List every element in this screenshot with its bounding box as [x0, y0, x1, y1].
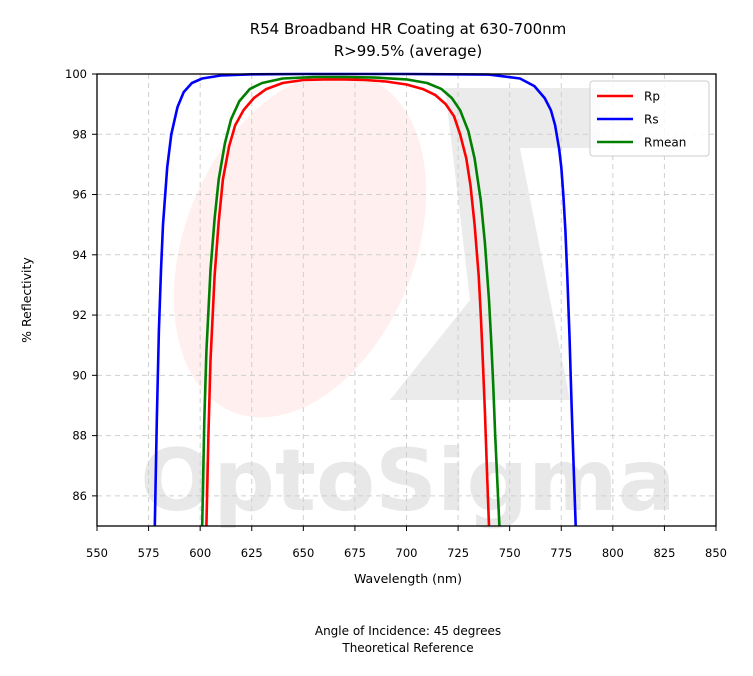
y-tick-label: 90 — [72, 368, 87, 382]
y-tick-label: 94 — [72, 248, 87, 262]
x-tick-label: 550 — [86, 546, 108, 560]
y-tick-label: 88 — [72, 429, 87, 443]
x-tick-label: 650 — [292, 546, 314, 560]
y-tick-label: 96 — [72, 188, 87, 202]
y-axis-label: % Reflectivity — [19, 257, 34, 343]
watermark-lens-shape — [173, 72, 427, 418]
watermark-logo-shape — [390, 88, 600, 400]
x-tick-label: 825 — [653, 546, 675, 560]
x-tick-label: 700 — [396, 546, 418, 560]
legend-label-rmean: Rmean — [644, 136, 686, 150]
x-tick-label: 750 — [499, 546, 521, 560]
y-tick-label: 98 — [72, 127, 87, 141]
x-tick-label: 675 — [344, 546, 366, 560]
x-axis-label: Wavelength (nm) — [354, 571, 462, 586]
x-tick-label: 725 — [447, 546, 469, 560]
y-tick-label: 100 — [65, 67, 87, 81]
x-tick-label: 575 — [138, 546, 160, 560]
y-tick-label: 86 — [72, 489, 87, 503]
x-tick-label: 625 — [241, 546, 263, 560]
y-axis-ticks: 86 88 90 92 94 96 98 100 — [65, 67, 97, 503]
footer-reference-text: Theoretical Reference — [341, 641, 473, 655]
x-tick-label: 600 — [189, 546, 211, 560]
x-tick-label: 800 — [602, 546, 624, 560]
legend-label-rs: Rs — [644, 113, 659, 127]
x-tick-label: 850 — [705, 546, 727, 560]
y-tick-label: 92 — [72, 308, 87, 322]
series-line-rp — [205, 78, 491, 527]
x-axis-ticks: 550 575 600 625 650 675 700 725 750 775 800 825 850 — [86, 526, 727, 560]
footer-angle-text: Angle of Incidence: 45 degrees — [315, 624, 501, 638]
optosigma-watermark: OptoSigma — [140, 72, 676, 531]
chart-title: R54 Broadband HR Coating at 630-700nm — [250, 20, 567, 38]
x-tick-label: 775 — [550, 546, 572, 560]
watermark-text: OptoSigma — [140, 431, 675, 531]
legend-box — [589, 80, 710, 157]
series-line-rmean — [200, 75, 501, 527]
chart-subtitle: R>99.5% (average) — [334, 42, 483, 60]
legend: Rp Rs Rmean — [589, 80, 710, 157]
legend-label-rp: Rp — [644, 90, 660, 104]
